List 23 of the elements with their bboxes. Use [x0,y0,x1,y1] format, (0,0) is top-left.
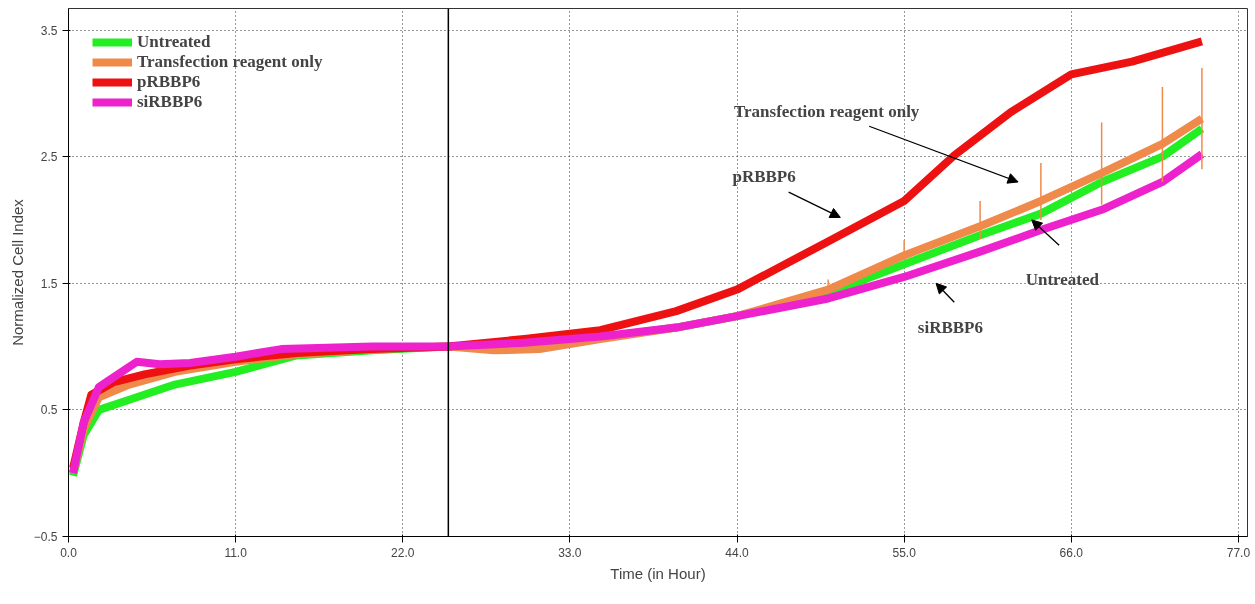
annotation: siRBBP6 [917,318,983,338]
annotation: Transfection reagent only [733,101,920,121]
legend-label: Untreated [137,32,211,52]
x-tick-label: 77.0 [1226,545,1251,560]
legend-label: siRBBP6 [137,92,203,112]
y-tick-label: 2.5 [40,150,58,165]
y-axis-title: Normalized Cell Index [8,198,26,346]
annotation: Untreated [1025,269,1100,289]
x-tick-label: 33.0 [558,545,582,560]
x-tick-label: 44.0 [725,545,750,560]
x-axis-title: Time (in Hour) [610,564,706,582]
legend-label: pRBBP6 [137,72,201,92]
x-tick-label: 22.0 [391,545,415,560]
x-tick-label: 0.0 [60,545,78,560]
x-tick-label: 66.0 [1059,545,1084,560]
annotation: pRBBP6 [732,167,796,187]
y-tick-label: 1.5 [40,276,58,291]
y-tick-label: −0.5 [33,530,58,544]
x-tick-label: 55.0 [892,545,917,560]
legend-label: Transfection reagent only [137,52,323,72]
y-tick-label: 3.5 [40,23,58,38]
y-tick-label: 0.5 [40,403,58,418]
x-tick-label: 11.0 [224,545,248,560]
